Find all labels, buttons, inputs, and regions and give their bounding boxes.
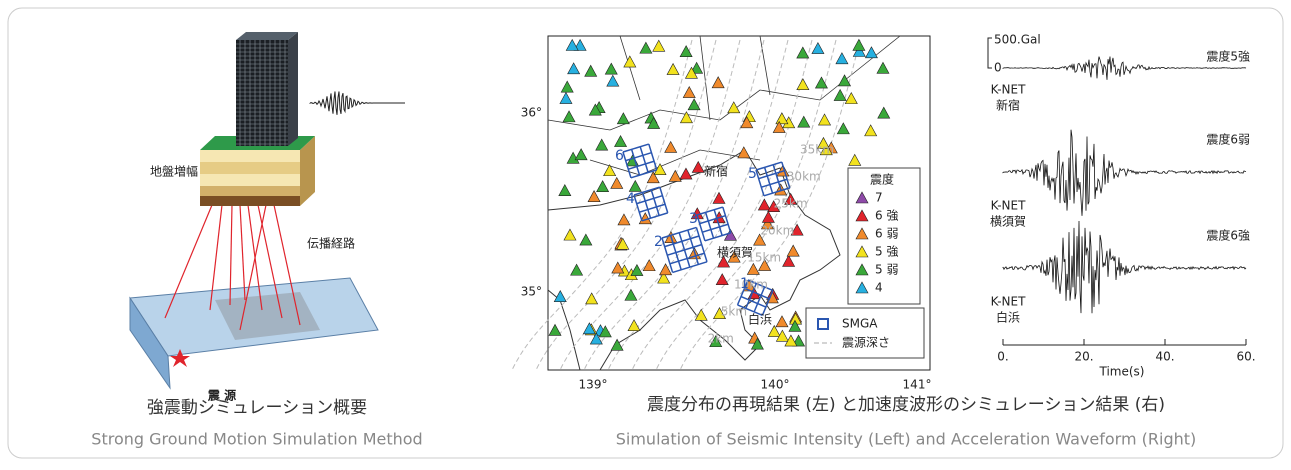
depth-label: 15km (747, 251, 781, 265)
lat-label: 36° (521, 106, 542, 120)
caption: 強震動シミュレーション概要 (147, 398, 367, 418)
figure: 地盤増幅 伝播経路 震 源 強震動シミュレーション概要 Strong Groun… (0, 0, 1291, 466)
building-side (288, 32, 298, 146)
depth-label: 35km (800, 143, 834, 157)
smga-id: 6 (615, 148, 624, 164)
legend-title: 震度 (870, 172, 894, 187)
depth-label: 25km (774, 197, 808, 211)
station-label: 新宿 (996, 98, 1020, 113)
legend-label: 震源深さ (842, 336, 890, 350)
label: 地盤増幅 (150, 164, 198, 179)
caption: 震度分布の再現結果 (左) と加速度波形のシミュレーション結果 (右) (647, 395, 1165, 415)
tick-label: 0. (997, 350, 1008, 364)
legend-label: 5 弱 (875, 263, 898, 277)
axis-title: Time(s) (1099, 365, 1145, 379)
tick-label: 40. (1155, 350, 1174, 364)
soil-layer (200, 196, 300, 206)
intensity-label: 震度6強 (1206, 228, 1250, 243)
building-roof (236, 32, 298, 40)
tick-label: 20. (1074, 350, 1093, 364)
depth-label: 5km (721, 305, 747, 319)
network-label: K-NET (991, 199, 1026, 213)
intensity-label: 震度6弱 (1206, 132, 1250, 147)
lon-label: 139° (579, 378, 608, 392)
depth-label: 20km (760, 224, 794, 238)
network-label: K-NET (991, 83, 1026, 97)
smga-id: 4 (626, 191, 635, 207)
caption: Strong Ground Motion Simulation Method (91, 430, 422, 449)
legend-label: 4 (875, 281, 883, 295)
legend-box (806, 308, 924, 358)
scale-label: 500.Gal (994, 33, 1041, 47)
label: 伝播経路 (307, 236, 355, 251)
tick-label: 60. (1236, 350, 1255, 364)
caption: Simulation of Seismic Intensity (Left) a… (616, 430, 1197, 449)
place-label: 白浜 (748, 312, 772, 327)
lat-label: 35° (521, 285, 542, 299)
network-label: K-NET (991, 295, 1026, 309)
smga-id: 2 (654, 234, 663, 250)
intensity-label: 震度5強 (1206, 49, 1250, 64)
soil-layer (200, 162, 300, 174)
legend-label: 5 強 (875, 245, 898, 259)
legend-label: 7 (875, 191, 883, 205)
depth-label: 2km (708, 332, 734, 346)
legend-label: SMGA (842, 317, 878, 331)
smga-id: 1 (740, 276, 749, 292)
legend-label: 6 弱 (875, 227, 898, 241)
station-label: 横須賀 (990, 215, 1026, 229)
lon-label: 141° (903, 378, 932, 392)
legend-label: 6 強 (875, 209, 898, 223)
depth-label: 30km (787, 170, 821, 184)
lon-label: 140° (761, 378, 790, 392)
smga-id: 3 (689, 211, 698, 227)
soil-layer (200, 186, 300, 196)
scale-label: 0 (994, 61, 1002, 75)
place-label: 新宿 (704, 164, 728, 179)
station-label: 白浜 (996, 310, 1020, 325)
smga-id: 5 (748, 166, 757, 182)
soil-layer (200, 150, 300, 162)
soil-layer (200, 174, 300, 186)
